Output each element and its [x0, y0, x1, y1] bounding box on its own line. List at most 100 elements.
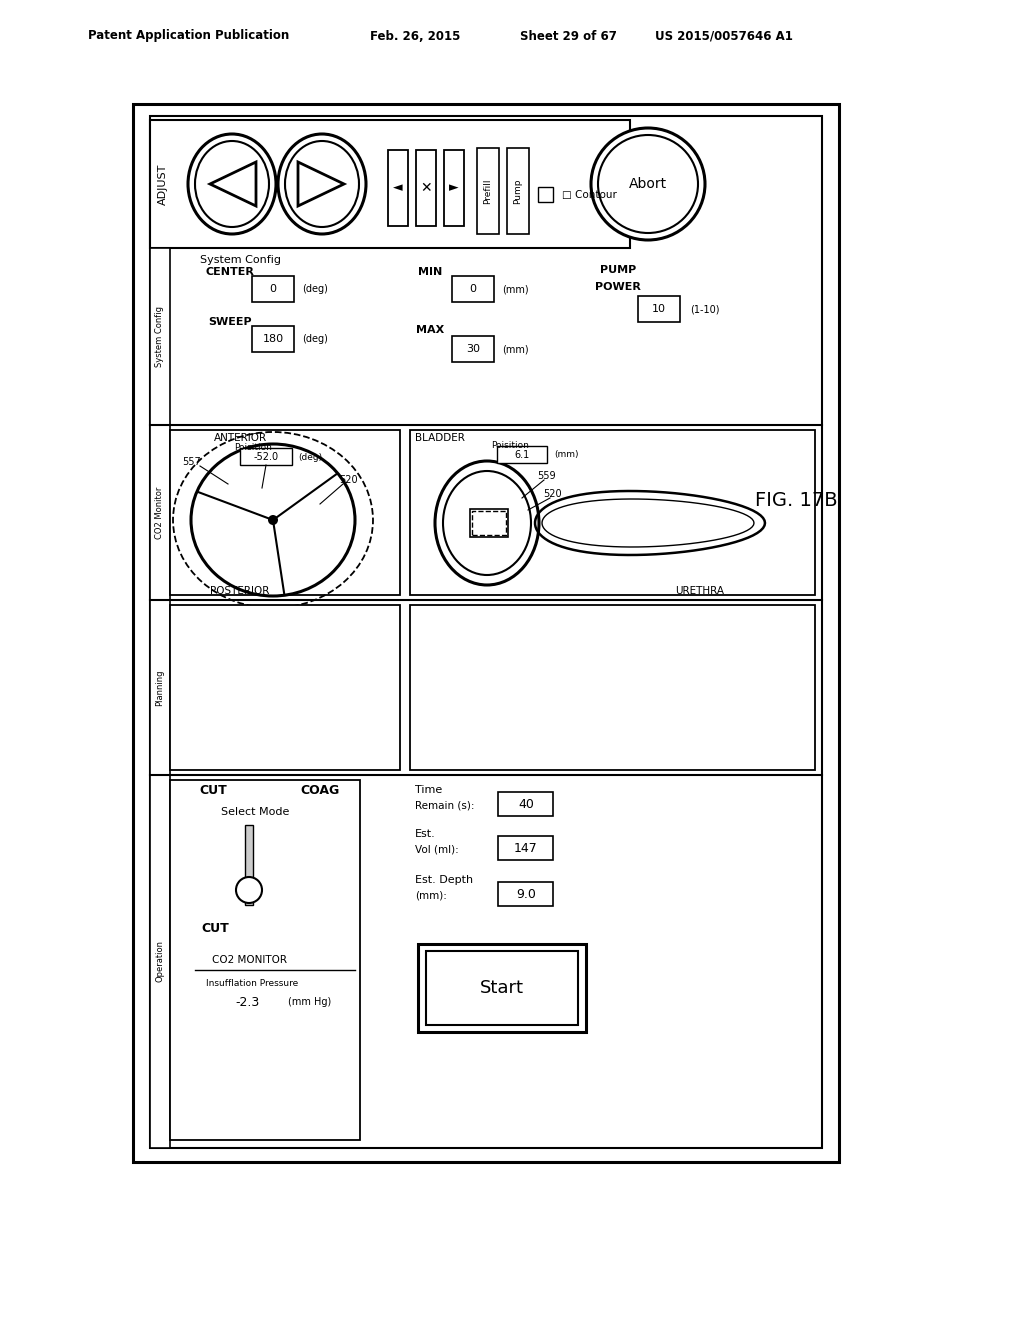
Bar: [507, 148, 529, 234]
Bar: [410, 430, 815, 595]
Text: (deg): (deg): [298, 453, 323, 462]
Bar: [252, 276, 294, 302]
Text: 10: 10: [652, 304, 666, 314]
Text: CO2 Monitor: CO2 Monitor: [156, 486, 165, 539]
Text: Vol (ml):: Vol (ml):: [415, 845, 459, 855]
Text: Poisition: Poisition: [492, 441, 529, 450]
Text: -52.0: -52.0: [253, 451, 279, 462]
Bar: [444, 150, 464, 226]
Text: Start: Start: [480, 979, 524, 997]
Text: CUT: CUT: [199, 784, 227, 796]
Bar: [388, 150, 408, 226]
Text: (mm Hg): (mm Hg): [288, 997, 331, 1007]
Text: Select Mode: Select Mode: [221, 807, 289, 817]
Bar: [470, 510, 508, 537]
Text: Planning: Planning: [156, 669, 165, 706]
Text: (mm): (mm): [502, 284, 528, 294]
Text: ✕: ✕: [420, 181, 432, 195]
Text: 147: 147: [514, 842, 538, 854]
Text: ◄: ◄: [393, 181, 402, 194]
Bar: [497, 446, 547, 463]
Text: □ Contour: □ Contour: [562, 190, 616, 201]
Bar: [498, 836, 553, 861]
Ellipse shape: [598, 135, 698, 234]
Bar: [498, 792, 553, 816]
Text: 180: 180: [262, 334, 284, 345]
Text: 520: 520: [339, 475, 357, 484]
Text: CO2 MONITOR: CO2 MONITOR: [213, 954, 288, 965]
Text: 9.0: 9.0: [516, 887, 536, 900]
Bar: [426, 950, 578, 1026]
Text: (1-10): (1-10): [690, 304, 720, 314]
Bar: [498, 882, 553, 906]
Text: 0: 0: [269, 284, 276, 294]
Ellipse shape: [188, 135, 276, 234]
Text: 520: 520: [544, 488, 562, 499]
Text: -2.3: -2.3: [236, 995, 260, 1008]
Text: (mm): (mm): [502, 345, 528, 354]
Text: Insufflation Pressure: Insufflation Pressure: [206, 978, 298, 987]
Text: ANTERIOR: ANTERIOR: [213, 433, 266, 444]
Ellipse shape: [591, 128, 705, 240]
Text: (mm): (mm): [554, 450, 579, 459]
Text: US 2015/0057646 A1: US 2015/0057646 A1: [655, 29, 793, 42]
Bar: [150, 248, 170, 425]
Text: FIG. 17B: FIG. 17B: [755, 491, 838, 510]
Ellipse shape: [443, 471, 531, 576]
Text: Est.: Est.: [415, 829, 436, 840]
Bar: [452, 276, 494, 302]
Text: (mm):: (mm):: [415, 891, 446, 902]
Bar: [170, 605, 400, 770]
Text: (deg): (deg): [302, 284, 328, 294]
Text: System Config: System Config: [156, 306, 165, 367]
Bar: [418, 944, 586, 1032]
Text: 557: 557: [182, 457, 202, 467]
Text: 559: 559: [538, 471, 556, 480]
Ellipse shape: [278, 135, 366, 234]
Text: Abort: Abort: [629, 177, 667, 191]
Text: Patent Application Publication: Patent Application Publication: [88, 29, 289, 42]
Text: POWER: POWER: [595, 282, 641, 292]
Text: MAX: MAX: [416, 325, 444, 335]
Ellipse shape: [191, 444, 355, 597]
Ellipse shape: [195, 141, 269, 227]
Text: Sheet 29 of 67: Sheet 29 of 67: [520, 29, 616, 42]
Text: Time: Time: [415, 785, 442, 795]
Text: ADJUST: ADJUST: [158, 164, 168, 205]
Text: PUMP: PUMP: [600, 265, 636, 275]
Bar: [240, 447, 292, 465]
Bar: [150, 120, 630, 248]
Bar: [150, 425, 170, 601]
Text: CUT: CUT: [201, 921, 229, 935]
Text: System Config: System Config: [200, 255, 281, 265]
Text: POSTERIOR: POSTERIOR: [210, 586, 269, 597]
Ellipse shape: [268, 515, 278, 525]
Text: Poisition: Poisition: [234, 444, 272, 453]
Ellipse shape: [285, 141, 359, 227]
Text: BLADDER: BLADDER: [415, 433, 465, 444]
Bar: [638, 296, 680, 322]
Text: CENTER: CENTER: [206, 267, 254, 277]
Text: Pump: Pump: [513, 178, 522, 203]
Bar: [452, 337, 494, 362]
Bar: [150, 116, 822, 1148]
Text: URETHRA: URETHRA: [676, 586, 725, 597]
Text: Est. Depth: Est. Depth: [415, 875, 473, 884]
Text: 40: 40: [518, 797, 534, 810]
Bar: [538, 187, 553, 202]
Text: Prefill: Prefill: [483, 178, 493, 203]
Text: ►: ►: [450, 181, 459, 194]
Bar: [170, 780, 360, 1140]
Text: SWEEP: SWEEP: [208, 317, 252, 327]
Ellipse shape: [435, 461, 539, 585]
Text: Remain (s):: Remain (s):: [415, 801, 474, 810]
Bar: [150, 775, 170, 1148]
Bar: [245, 825, 253, 906]
Bar: [477, 148, 499, 234]
Text: MIN: MIN: [418, 267, 442, 277]
Bar: [150, 601, 170, 775]
Text: 30: 30: [466, 345, 480, 354]
Text: 0: 0: [469, 284, 476, 294]
Ellipse shape: [236, 876, 262, 903]
Bar: [170, 430, 400, 595]
